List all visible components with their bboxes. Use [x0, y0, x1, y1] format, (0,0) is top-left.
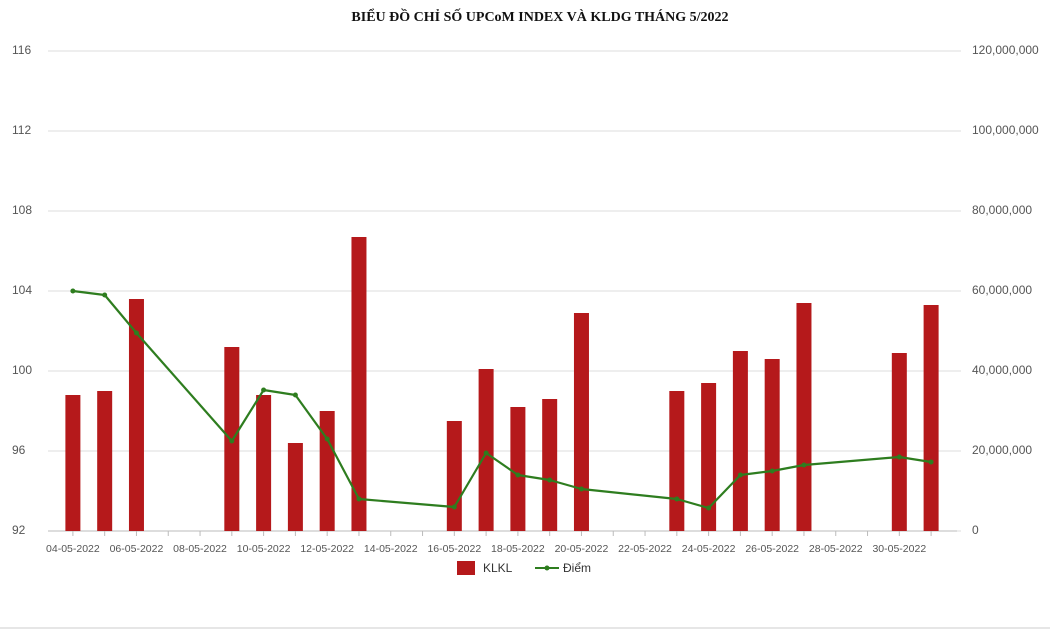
x-tick-label: 08-05-2022: [173, 543, 227, 555]
y-tick-label: 108: [12, 203, 32, 217]
line-segment: [230, 389, 265, 442]
y-tick-label: 100: [12, 363, 32, 377]
bar: [573, 313, 589, 531]
line-point: [70, 288, 76, 294]
x-tick-label: 04-05-2022: [46, 543, 100, 555]
line-point: [515, 472, 521, 478]
line-segment: [771, 463, 805, 473]
y2-tick-label: 40,000,000: [972, 363, 1032, 377]
bar: [446, 421, 462, 531]
bar: [287, 443, 303, 531]
line-segment: [294, 394, 329, 440]
line-segment: [707, 474, 742, 509]
line-segment: [326, 438, 360, 500]
line-point: [261, 387, 267, 393]
y-tick-label: 96: [12, 443, 26, 457]
x-tick-label: 12-05-2022: [300, 543, 354, 555]
line-point: [706, 505, 712, 511]
line-segment: [358, 497, 455, 509]
bar: [891, 353, 907, 531]
x-tick-label: 22-05-2022: [618, 543, 672, 555]
bar: [478, 369, 494, 531]
x-tick-label: 26-05-2022: [745, 543, 799, 555]
line-point: [674, 496, 680, 502]
line-segment: [740, 469, 773, 477]
line-segment: [581, 487, 677, 501]
y-tick-label: 104: [12, 283, 32, 297]
x-tick-label: 18-05-2022: [491, 543, 545, 555]
x-tick-label: 16-05-2022: [427, 543, 481, 555]
y2-tick-label: 80,000,000: [972, 203, 1032, 217]
bar: [923, 305, 939, 531]
line-segment: [899, 455, 932, 464]
y2-tick-label: 20,000,000: [972, 443, 1032, 457]
x-tick-label: 30-05-2022: [872, 543, 926, 555]
bar: [319, 411, 335, 531]
legend-label: Điểm: [563, 561, 591, 575]
line-point: [578, 486, 584, 492]
line-point: [292, 392, 298, 398]
line-segment: [676, 497, 709, 510]
y-tick-label: 116: [12, 43, 31, 57]
line-segment: [517, 473, 550, 482]
legend-swatch: [457, 561, 475, 575]
bar: [97, 391, 113, 531]
bar: [510, 407, 526, 531]
bar: [732, 351, 748, 531]
line-point: [896, 454, 902, 460]
chart-title: BIỂU ĐỒ CHỈ SỐ UPCoM INDEX VÀ KLDG THÁNG…: [351, 7, 728, 25]
legend-swatch: [544, 565, 550, 571]
y2-tick-label: 100,000,000: [972, 123, 1039, 137]
x-tick-label: 06-05-2022: [110, 543, 164, 555]
bar: [65, 395, 81, 531]
y-tick-label: 112: [12, 123, 31, 137]
bar: [669, 391, 685, 531]
bar: [542, 399, 558, 531]
bar: [256, 395, 272, 531]
legend-label: KLKL: [483, 561, 513, 575]
y2-tick-label: 0: [972, 523, 979, 537]
x-tick-label: 24-05-2022: [682, 543, 736, 555]
bar: [796, 303, 812, 531]
bar: [701, 383, 717, 531]
line-segment: [803, 455, 900, 467]
line-point: [928, 459, 934, 465]
line-point: [324, 436, 330, 442]
bar: [128, 299, 144, 531]
line-point: [547, 477, 553, 483]
line-point: [483, 450, 489, 456]
line-segment: [263, 388, 296, 397]
y2-tick-label: 120,000,000: [972, 43, 1039, 57]
bar: [351, 237, 367, 531]
line-point: [133, 330, 139, 336]
line-segment: [453, 452, 488, 508]
line-segment: [549, 478, 582, 491]
x-tick-label: 10-05-2022: [237, 543, 291, 555]
line-segment: [135, 332, 233, 442]
line-point: [801, 462, 807, 468]
bar: [764, 359, 780, 531]
line-point: [769, 468, 775, 474]
line-point: [229, 438, 235, 444]
y2-tick-label: 60,000,000: [972, 283, 1032, 297]
y-tick-label: 92: [12, 523, 26, 537]
x-tick-label: 20-05-2022: [555, 543, 609, 555]
x-tick-label: 14-05-2022: [364, 543, 418, 555]
line-point: [451, 504, 457, 510]
line-point: [102, 292, 108, 298]
line-point: [737, 472, 743, 478]
line-segment: [103, 294, 138, 334]
line-segment: [72, 289, 105, 297]
line-point: [356, 496, 362, 502]
line-segment: [485, 452, 519, 476]
x-tick-label: 28-05-2022: [809, 543, 863, 555]
